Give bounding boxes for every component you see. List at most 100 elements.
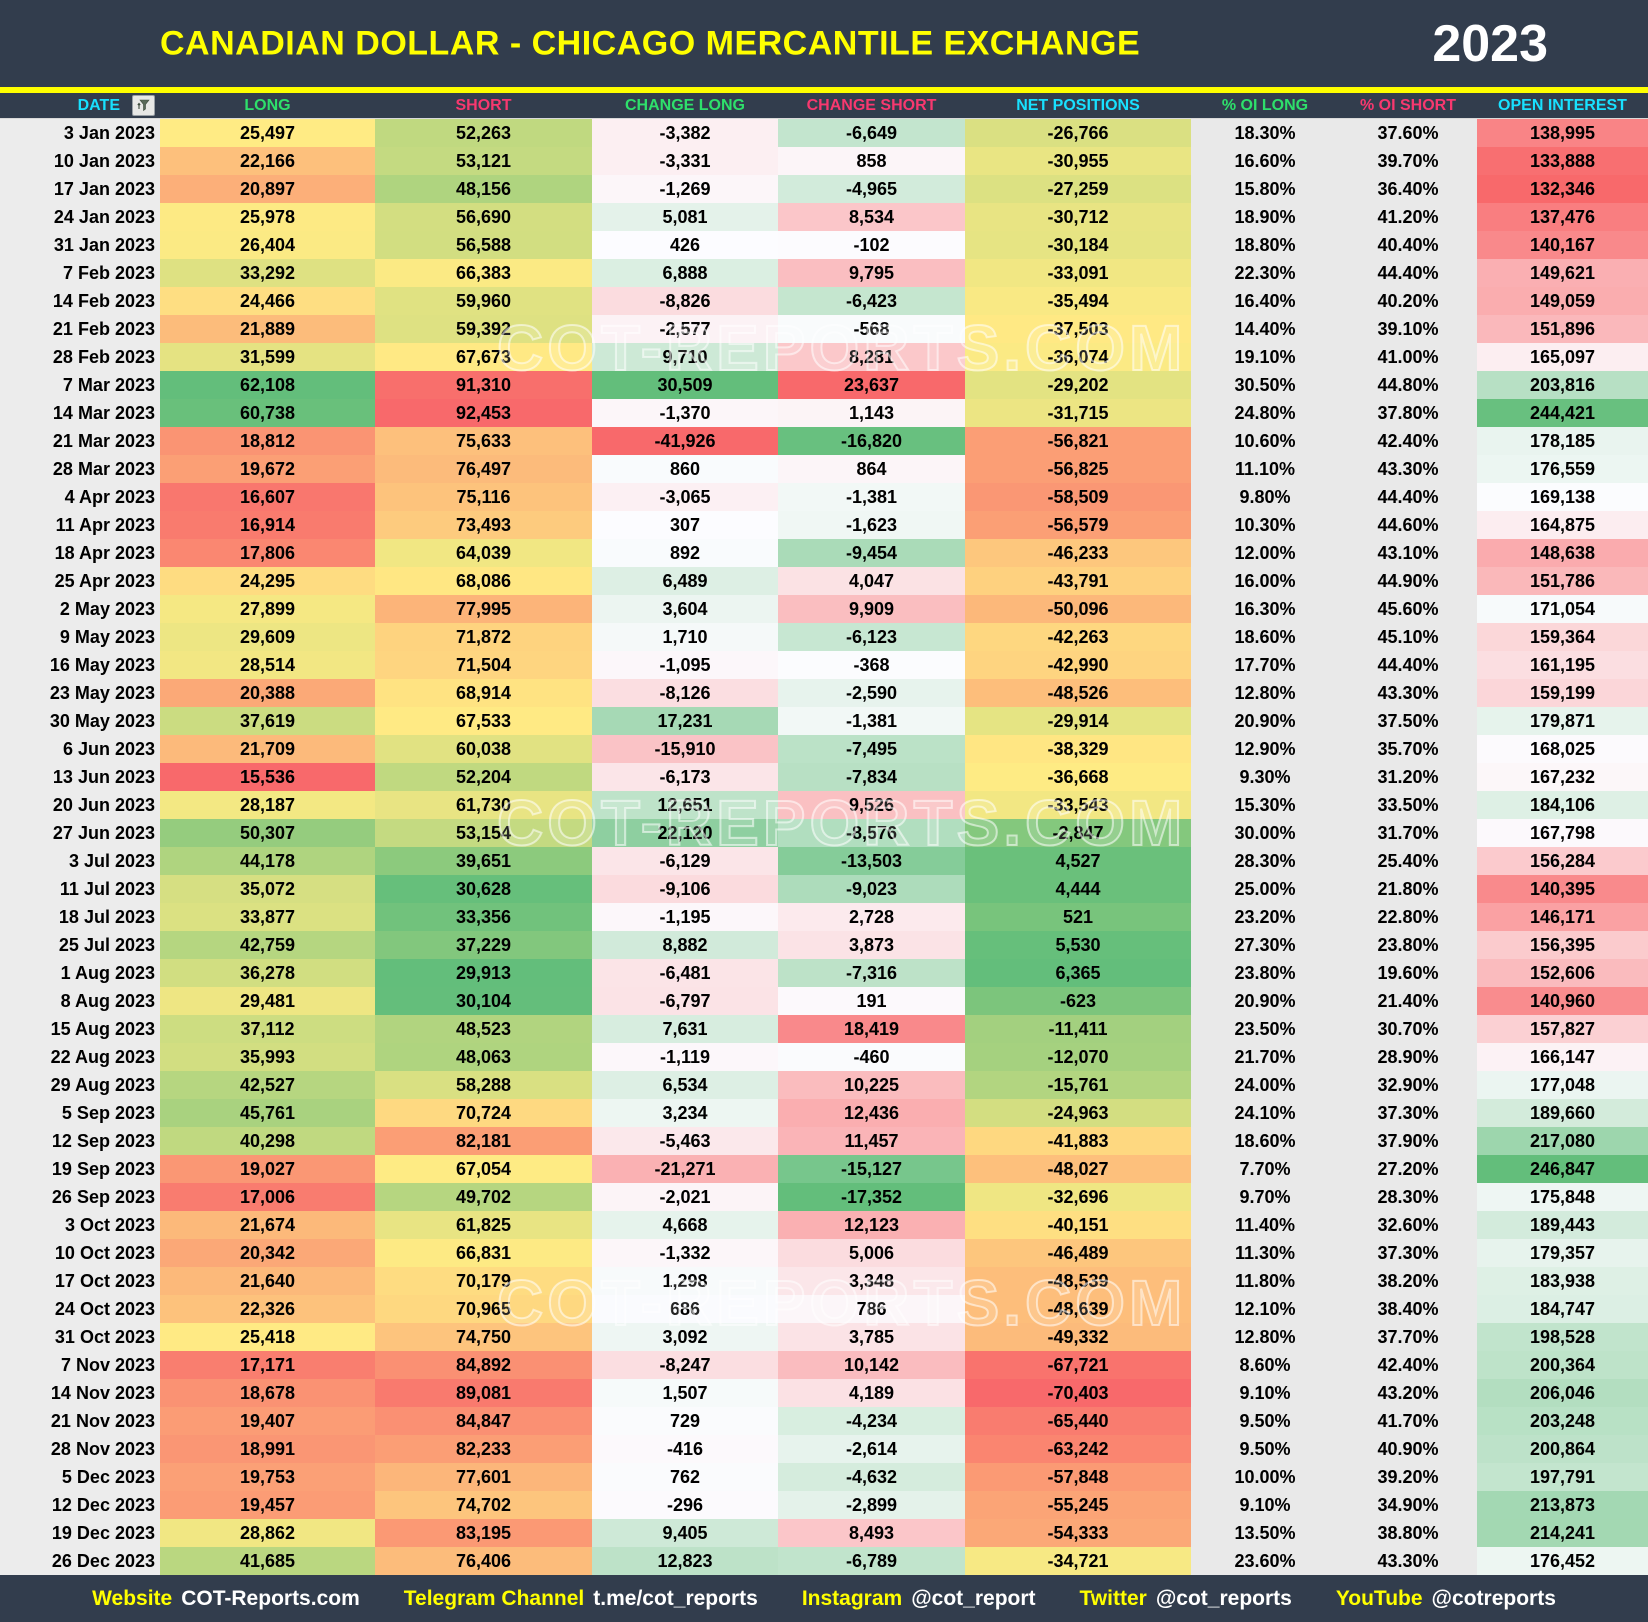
cell-oi_long_pct: 22.30% <box>1191 259 1339 287</box>
cell-long: 31,599 <box>160 343 375 371</box>
cell-change_short: 858 <box>778 147 965 175</box>
cell-oi_short_pct: 23.80% <box>1339 931 1477 959</box>
cell-change_short: 3,348 <box>778 1267 965 1295</box>
cell-change_short: 23,637 <box>778 371 965 399</box>
cell-open_interest: 151,896 <box>1477 315 1648 343</box>
cell-short: 84,892 <box>375 1351 592 1379</box>
cell-change_short: -6,123 <box>778 623 965 651</box>
cell-open_interest: 148,638 <box>1477 539 1648 567</box>
table-row: 7 Mar 2023 62,108 91,310 30,509 23,637 -29,20… <box>0 371 1648 399</box>
cell-change_long: -9,106 <box>592 875 778 903</box>
cell-short: 61,730 <box>375 791 592 819</box>
table-body: 3 Jan 2023 25,497 52,263 -3,382 -6,649 -26,76… <box>0 119 1648 1575</box>
cell-oi_short_pct: 21.40% <box>1339 987 1477 1015</box>
cell-open_interest: 157,827 <box>1477 1015 1648 1043</box>
table-row: 7 Nov 2023 17,171 84,892 -8,247 10,142 -67,72… <box>0 1351 1648 1379</box>
cell-date: 21 Feb 2023 <box>0 315 160 343</box>
cell-open_interest: 203,248 <box>1477 1407 1648 1435</box>
cell-net_positions: -2,847 <box>965 819 1191 847</box>
cell-open_interest: 149,621 <box>1477 259 1648 287</box>
cell-oi_long_pct: 16.30% <box>1191 595 1339 623</box>
cell-net_positions: -30,184 <box>965 231 1191 259</box>
cell-oi_long_pct: 12.80% <box>1191 679 1339 707</box>
cell-change_long: -41,926 <box>592 427 778 455</box>
cell-long: 19,407 <box>160 1407 375 1435</box>
cell-oi_short_pct: 41.00% <box>1339 343 1477 371</box>
cell-date: 10 Oct 2023 <box>0 1239 160 1267</box>
cell-open_interest: 200,364 <box>1477 1351 1648 1379</box>
cell-open_interest: 146,171 <box>1477 903 1648 931</box>
cell-open_interest: 189,660 <box>1477 1099 1648 1127</box>
cell-change_short: -7,834 <box>778 763 965 791</box>
cell-date: 7 Mar 2023 <box>0 371 160 399</box>
year-label: 2023 <box>1432 14 1548 73</box>
cell-date: 10 Jan 2023 <box>0 147 160 175</box>
cell-oi_short_pct: 38.80% <box>1339 1519 1477 1547</box>
table-row: 23 May 2023 20,388 68,914 -8,126 -2,590 -48,5… <box>0 679 1648 707</box>
cell-open_interest: 179,357 <box>1477 1239 1648 1267</box>
cell-open_interest: 203,816 <box>1477 371 1648 399</box>
cell-short: 52,263 <box>375 119 592 147</box>
cell-date: 31 Jan 2023 <box>0 231 160 259</box>
cell-change_short: -4,632 <box>778 1463 965 1491</box>
table-row: 19 Dec 2023 28,862 83,195 9,405 8,493 -54,333… <box>0 1519 1648 1547</box>
cell-oi_short_pct: 44.90% <box>1339 567 1477 595</box>
cell-date: 1 Aug 2023 <box>0 959 160 987</box>
cell-open_interest: 140,960 <box>1477 987 1648 1015</box>
cell-oi_short_pct: 43.20% <box>1339 1379 1477 1407</box>
cell-open_interest: 161,195 <box>1477 651 1648 679</box>
cell-long: 19,457 <box>160 1491 375 1519</box>
cell-net_positions: 521 <box>965 903 1191 931</box>
table-row: 5 Dec 2023 19,753 77,601 762 -4,632 -57,848 10… <box>0 1463 1648 1491</box>
cell-long: 15,536 <box>160 763 375 791</box>
cell-long: 18,991 <box>160 1435 375 1463</box>
date-filter-button[interactable] <box>132 95 155 116</box>
cell-date: 25 Jul 2023 <box>0 931 160 959</box>
cell-long: 50,307 <box>160 819 375 847</box>
cell-change_short: 191 <box>778 987 965 1015</box>
cell-net_positions: -67,721 <box>965 1351 1191 1379</box>
cell-change_short: 864 <box>778 455 965 483</box>
cell-open_interest: 246,847 <box>1477 1155 1648 1183</box>
cell-oi_long_pct: 18.90% <box>1191 203 1339 231</box>
cell-change_long: -1,119 <box>592 1043 778 1071</box>
cell-short: 52,204 <box>375 763 592 791</box>
cell-date: 26 Dec 2023 <box>0 1547 160 1575</box>
cell-oi_long_pct: 23.60% <box>1191 1547 1339 1575</box>
cell-short: 66,383 <box>375 259 592 287</box>
cell-change_short: 9,526 <box>778 791 965 819</box>
cell-date: 9 May 2023 <box>0 623 160 651</box>
cell-net_positions: -37,503 <box>965 315 1191 343</box>
cell-short: 67,054 <box>375 1155 592 1183</box>
cell-change_long: 3,234 <box>592 1099 778 1127</box>
cell-open_interest: 183,938 <box>1477 1267 1648 1295</box>
footer-item-website: Website COT-Reports.com <box>92 1586 360 1610</box>
cell-open_interest: 217,080 <box>1477 1127 1648 1155</box>
cell-oi_short_pct: 38.40% <box>1339 1295 1477 1323</box>
cell-short: 58,288 <box>375 1071 592 1099</box>
table-row: 24 Jan 2023 25,978 56,690 5,081 8,534 -30,712… <box>0 203 1648 231</box>
cell-change_long: 729 <box>592 1407 778 1435</box>
cell-change_short: -2,590 <box>778 679 965 707</box>
cell-net_positions: -58,509 <box>965 483 1191 511</box>
cell-net_positions: -56,821 <box>965 427 1191 455</box>
table-row: 5 Sep 2023 45,761 70,724 3,234 12,436 -24,963… <box>0 1099 1648 1127</box>
cell-short: 48,063 <box>375 1043 592 1071</box>
cell-short: 82,181 <box>375 1127 592 1155</box>
cell-long: 37,112 <box>160 1015 375 1043</box>
cell-oi_short_pct: 41.20% <box>1339 203 1477 231</box>
cell-net_positions: -32,696 <box>965 1183 1191 1211</box>
table-row: 16 May 2023 28,514 71,504 -1,095 -368 -42,990… <box>0 651 1648 679</box>
cell-short: 60,038 <box>375 735 592 763</box>
cell-date: 30 May 2023 <box>0 707 160 735</box>
cell-short: 59,392 <box>375 315 592 343</box>
cell-long: 16,607 <box>160 483 375 511</box>
cell-date: 29 Aug 2023 <box>0 1071 160 1099</box>
cell-oi_long_pct: 9.70% <box>1191 1183 1339 1211</box>
cell-oi_long_pct: 18.60% <box>1191 1127 1339 1155</box>
table-row: 15 Aug 2023 37,112 48,523 7,631 18,419 -11,41… <box>0 1015 1648 1043</box>
cell-oi_short_pct: 31.70% <box>1339 819 1477 847</box>
cell-short: 53,154 <box>375 819 592 847</box>
cell-change_short: 11,457 <box>778 1127 965 1155</box>
cell-long: 17,171 <box>160 1351 375 1379</box>
